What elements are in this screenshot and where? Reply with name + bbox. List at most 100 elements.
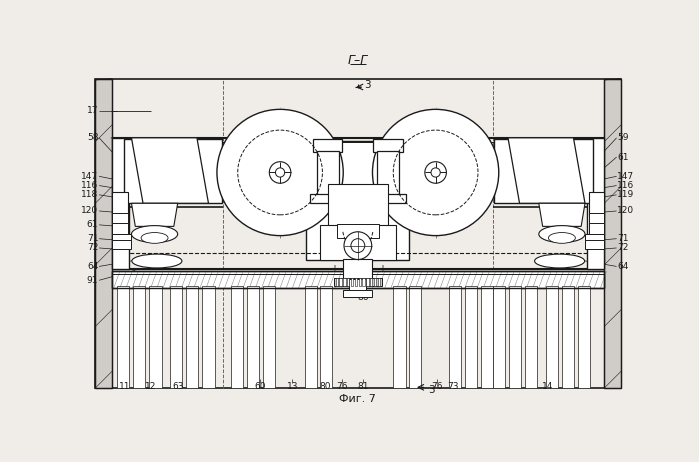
Bar <box>313 139 343 152</box>
Bar <box>465 286 477 388</box>
Text: 72: 72 <box>87 243 99 252</box>
Text: 3: 3 <box>365 80 371 90</box>
Polygon shape <box>131 203 178 226</box>
Bar <box>343 259 373 280</box>
Bar <box>429 166 442 179</box>
Text: 72: 72 <box>617 243 628 252</box>
Text: 64: 64 <box>87 262 99 271</box>
Text: 61: 61 <box>617 152 629 162</box>
Bar <box>604 79 621 388</box>
Text: 116: 116 <box>617 181 635 190</box>
Bar <box>587 138 604 269</box>
Text: +: + <box>375 210 382 220</box>
Text: 71: 71 <box>87 234 99 243</box>
Text: +: + <box>377 264 386 274</box>
Bar <box>351 278 353 286</box>
Polygon shape <box>313 195 343 209</box>
Bar <box>343 290 373 297</box>
Bar <box>113 138 129 269</box>
Text: 76: 76 <box>431 382 443 391</box>
Circle shape <box>351 239 365 253</box>
Bar <box>366 278 368 286</box>
Circle shape <box>269 162 291 183</box>
Text: 71: 71 <box>617 234 629 243</box>
Text: 147: 147 <box>617 172 635 181</box>
Text: +: + <box>330 264 338 274</box>
Ellipse shape <box>141 232 168 243</box>
Circle shape <box>217 109 343 236</box>
Bar <box>359 278 361 286</box>
Text: 80: 80 <box>319 382 331 391</box>
Bar <box>113 213 128 224</box>
Text: Фиг. 7: Фиг. 7 <box>340 394 376 404</box>
Bar <box>340 278 342 286</box>
Bar <box>113 240 131 249</box>
Text: 116: 116 <box>81 181 99 190</box>
Text: 91: 91 <box>87 276 99 285</box>
Text: 81: 81 <box>357 382 369 391</box>
Bar <box>355 278 357 286</box>
Text: 147: 147 <box>81 172 99 181</box>
Bar <box>373 139 403 152</box>
Bar <box>347 278 350 286</box>
Bar <box>562 286 574 388</box>
Bar <box>370 194 405 203</box>
Bar <box>95 79 113 388</box>
Text: 64: 64 <box>617 262 628 271</box>
Bar <box>509 286 521 388</box>
Text: 17: 17 <box>87 106 99 116</box>
Bar <box>202 286 215 388</box>
Ellipse shape <box>131 225 178 243</box>
Text: 58: 58 <box>87 134 99 142</box>
Bar <box>320 286 333 388</box>
Bar <box>525 286 538 388</box>
Text: 115: 115 <box>322 162 339 171</box>
Text: Г–Г: Г–Г <box>347 55 368 67</box>
Bar <box>133 286 145 388</box>
Bar <box>394 286 405 388</box>
Text: 12: 12 <box>145 382 157 391</box>
Text: 14: 14 <box>542 382 554 391</box>
Polygon shape <box>508 138 585 203</box>
Bar <box>317 151 338 195</box>
Text: 117: 117 <box>157 177 174 186</box>
Text: +: + <box>320 140 328 150</box>
Text: 76: 76 <box>336 382 347 391</box>
Polygon shape <box>539 203 585 226</box>
Text: 59: 59 <box>617 134 629 142</box>
Text: 120: 120 <box>81 207 99 215</box>
Bar <box>343 278 345 286</box>
Bar <box>449 286 461 388</box>
Bar <box>306 141 410 260</box>
Text: 11: 11 <box>119 382 130 391</box>
Bar <box>95 79 621 388</box>
Bar <box>350 279 366 292</box>
Bar <box>589 223 604 234</box>
Circle shape <box>344 232 372 260</box>
Text: +: + <box>329 140 337 150</box>
Bar <box>494 140 593 203</box>
Bar <box>113 192 128 215</box>
Circle shape <box>431 168 440 177</box>
Bar <box>186 286 199 388</box>
Text: 120: 120 <box>617 207 635 215</box>
Text: +: + <box>380 140 388 150</box>
Bar <box>589 192 604 215</box>
Circle shape <box>373 109 499 236</box>
Text: +: + <box>389 140 397 150</box>
Bar <box>231 286 243 388</box>
Bar <box>378 278 380 286</box>
Ellipse shape <box>535 254 584 268</box>
Text: +: + <box>333 210 341 220</box>
Ellipse shape <box>132 254 182 268</box>
Bar <box>370 278 373 286</box>
Bar <box>305 286 317 388</box>
Text: 115: 115 <box>396 162 413 171</box>
Bar <box>578 286 591 388</box>
Bar <box>493 286 505 388</box>
Bar <box>337 224 379 238</box>
Bar <box>589 213 604 224</box>
Text: 73: 73 <box>447 382 459 391</box>
Bar <box>113 223 128 234</box>
Text: 86: 86 <box>358 293 369 302</box>
